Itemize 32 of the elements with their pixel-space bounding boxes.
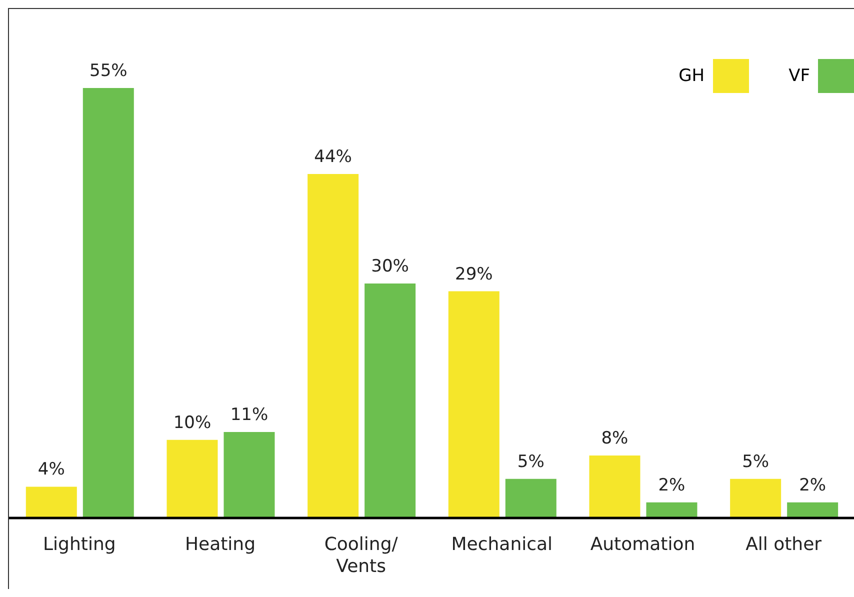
legend-label: VF — [788, 66, 810, 86]
data-label: 44% — [314, 147, 352, 167]
bar — [308, 174, 359, 518]
data-label: 4% — [38, 460, 65, 480]
data-label: 55% — [90, 61, 128, 81]
bar — [646, 502, 698, 518]
bar — [82, 88, 134, 518]
x-tick-label: Heating — [184, 534, 256, 555]
bar — [787, 502, 838, 518]
data-label: 2% — [658, 475, 686, 496]
x-tick-label: All other — [746, 534, 822, 555]
x-tick-label: Cooling/ Vents — [324, 534, 399, 577]
legend-label: GH — [678, 66, 705, 86]
data-label: 8% — [601, 428, 628, 448]
data-label: 30% — [371, 256, 409, 276]
x-tick-label: Lighting — [43, 534, 116, 555]
x-tick-label: Automation — [590, 534, 696, 555]
data-label: 11% — [230, 405, 268, 425]
data-label: 5% — [517, 452, 544, 472]
bar — [589, 455, 640, 518]
data-label: 10% — [173, 412, 212, 433]
data-label: 5% — [742, 452, 770, 472]
x-tick-label: Mechanical — [451, 534, 553, 555]
data-label: 2% — [799, 475, 826, 496]
bar — [224, 432, 275, 518]
bar — [364, 283, 416, 518]
bar — [26, 486, 77, 518]
bar — [730, 478, 782, 518]
data-label: 29% — [455, 264, 493, 284]
bar — [505, 478, 556, 518]
bar — [166, 440, 218, 518]
bar — [448, 291, 500, 518]
